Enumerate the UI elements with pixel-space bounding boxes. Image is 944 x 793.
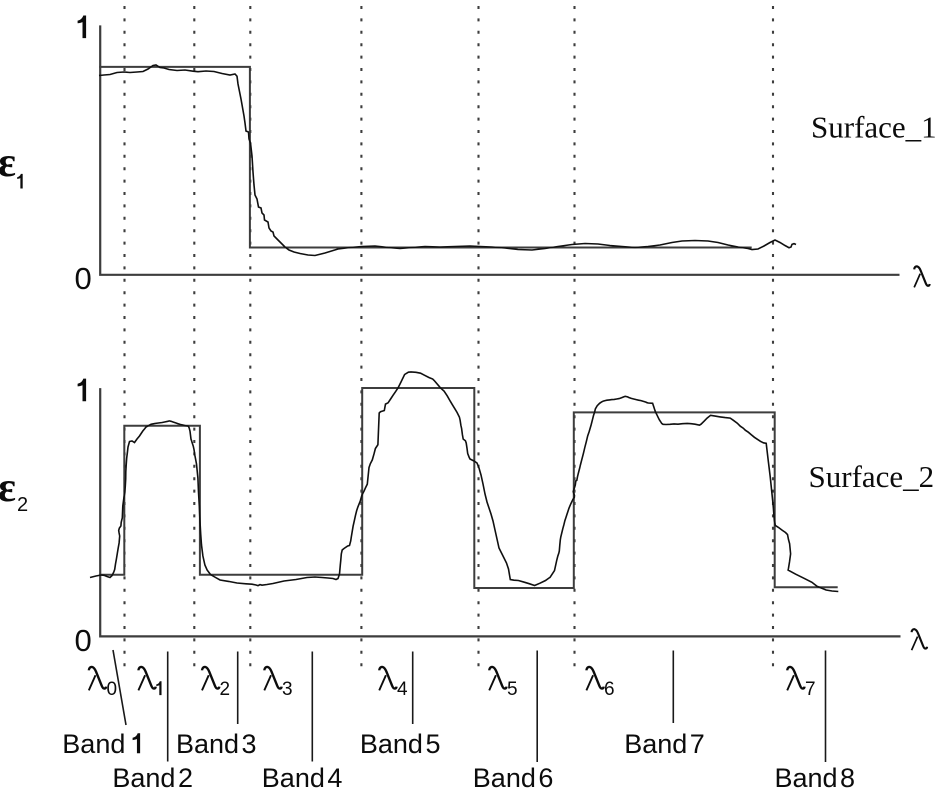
svg-text:Band 2: Band 2 [112, 763, 193, 788]
svg-text:3: 3 [282, 679, 293, 700]
svg-text:Band 4: Band 4 [262, 763, 343, 788]
svg-text:2: 2 [17, 494, 28, 516]
svg-text:4: 4 [397, 679, 408, 700]
svg-text:Band 8: Band 8 [775, 763, 856, 788]
svg-text:Band 6: Band 6 [473, 763, 554, 788]
svg-text:Surface_2: Surface_2 [809, 459, 935, 494]
svg-text:ε: ε [0, 465, 16, 511]
svg-text:Band 3: Band 3 [176, 729, 257, 759]
svg-text:Band 7: Band 7 [624, 729, 705, 759]
svg-text:6: 6 [604, 679, 615, 700]
svg-text:Surface_1: Surface_1 [811, 110, 937, 145]
svg-text:0: 0 [75, 261, 92, 296]
svg-text:Band: Band [62, 729, 125, 759]
svg-text:ε: ε [0, 140, 16, 186]
svg-text:Band 5: Band 5 [360, 729, 441, 759]
svg-text:0: 0 [75, 623, 92, 658]
svg-text:5: 5 [507, 679, 518, 700]
svg-text:0: 0 [107, 679, 118, 700]
svg-text:2: 2 [220, 679, 231, 700]
svg-text:7: 7 [805, 679, 816, 700]
